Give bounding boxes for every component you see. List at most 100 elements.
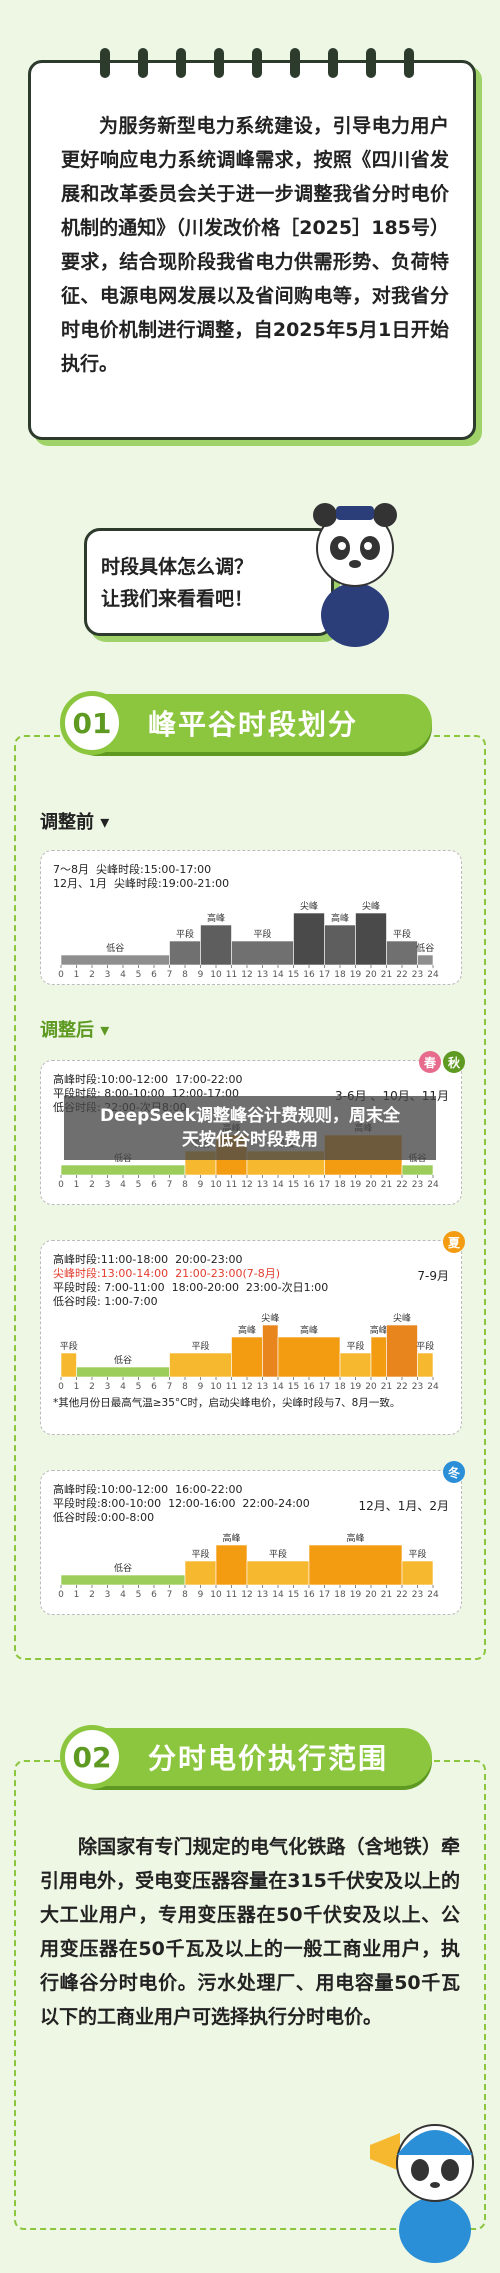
hour-label: 9 (198, 970, 204, 980)
period-bar (60, 954, 170, 966)
level-label: 平段 (346, 1340, 364, 1352)
hour-label: 22 (396, 1590, 407, 1600)
hour-label: 21 (381, 1382, 392, 1392)
period-bar (386, 940, 418, 966)
period-bar (262, 1324, 279, 1378)
period-bar (401, 1164, 434, 1176)
level-label: 高峰 (207, 912, 225, 924)
hour-label: 15 (288, 1180, 299, 1190)
intro-card: 为服务新型电力系统建设，引导电力用户更好响应电力系统调峰需求，按照《四川省发展和… (28, 60, 476, 440)
hour-label: 23 (412, 1590, 423, 1600)
hour-label: 1 (74, 1382, 80, 1392)
hour-label: 13 (257, 1180, 268, 1190)
hour-label: 8 (182, 970, 188, 980)
bubble-line: 时段具体怎么调？ (101, 556, 254, 578)
hour-label: 6 (151, 1180, 157, 1190)
hour-label: 7 (167, 1590, 173, 1600)
note: *其他月份日最高气温≥35°C时，启动尖峰电价，尖峰时段与7、8月一致。 (53, 1397, 401, 1409)
hour-label: 6 (151, 1590, 157, 1600)
hour-label: 4 (120, 970, 126, 980)
hour-label: 14 (272, 1382, 284, 1392)
hour-label: 16 (303, 1180, 315, 1190)
hour-label: 13 (257, 1382, 268, 1392)
level-label: 尖峰 (393, 1312, 411, 1324)
hour-label: 4 (120, 1180, 126, 1190)
hour-label: 17 (319, 970, 330, 980)
legend-line: 尖峰时段:13:00-14:00 21:00-23:00(7-8月) (53, 1267, 280, 1280)
hour-label: 3 (105, 1590, 111, 1600)
chart-box: 高峰时段:10:00-12:00 16:00-22:00 平段时段:8:00-10… (40, 1461, 465, 1615)
level-label: 平段 (416, 1340, 434, 1352)
legend-line: 高峰时段:10:00-12:00 16:00-22:00 (53, 1483, 243, 1496)
rings (100, 48, 420, 78)
hour-label: 9 (198, 1180, 204, 1190)
hour-label: 1 (74, 1590, 80, 1600)
hour-label: 17 (319, 1590, 330, 1600)
mascot (370, 2124, 474, 2263)
level-label: 平段 (176, 928, 194, 940)
hour-label: 20 (365, 1180, 377, 1190)
section-title: 分时电价执行范围 (148, 1742, 389, 1775)
chart-box: 高峰时段:11:00-18:00 20:00-23:00 尖峰时段:13:00-1… (40, 1231, 465, 1435)
period-bar (231, 940, 294, 966)
hour-label: 14 (272, 970, 284, 980)
section-title: 峰平谷时段划分 (148, 708, 359, 741)
hour-label: 15 (288, 970, 299, 980)
level-label: 高峰 (331, 912, 349, 924)
chart-legend: 高峰时段:11:00-18:00 20:00-23:00 尖峰时段:13:00-1… (53, 1253, 328, 1309)
hour-label: 17 (319, 1180, 330, 1190)
period-bar (215, 1544, 248, 1586)
hour-label: 16 (303, 1590, 315, 1600)
hour-label: 14 (272, 1180, 284, 1190)
period-bar (417, 954, 434, 966)
ring (366, 48, 376, 78)
level-label: 高峰 (238, 1324, 256, 1336)
period-bar (339, 1352, 372, 1378)
label-text: 调整后 (40, 1020, 94, 1041)
hour-label: 22 (396, 970, 407, 980)
chart-box: 7～8月 尖峰时段:15:00-17:00 12月、1月 尖峰时段:19:00-2… (40, 850, 462, 985)
level-label: 平段 (253, 928, 271, 940)
hour-label: 21 (381, 970, 392, 980)
hour-label: 21 (381, 1180, 392, 1190)
level-label: 平段 (393, 928, 411, 940)
legend-line: 低谷时段: 1:00-7:00 (53, 1295, 158, 1308)
hour-label: 24 (427, 1180, 439, 1190)
hour-label: 3 (105, 970, 111, 980)
period-bar (277, 1336, 341, 1378)
period-bar (417, 1352, 434, 1378)
hour-label: 23 (412, 970, 423, 980)
ring (176, 48, 186, 78)
chart-legend: 7～8月 尖峰时段:15:00-17:00 12月、1月 尖峰时段:19:00-2… (53, 863, 229, 891)
hour-label: 2 (89, 1590, 95, 1600)
hour-label: 0 (58, 970, 64, 980)
level-label: 平段 (408, 1548, 426, 1560)
level-label: 尖峰 (261, 1312, 279, 1324)
period-bar (308, 1544, 403, 1586)
level-label: 低谷 (416, 942, 434, 954)
period-bar (169, 940, 201, 966)
season-badge: 夏 (443, 1231, 465, 1253)
ring (290, 48, 300, 78)
legend-line: 平段时段: 7:00-11:00 18:00-20:00 23:00-次日1:0… (53, 1281, 329, 1294)
hour-label: 7 (167, 970, 173, 980)
label-text: 调整前 (40, 812, 94, 833)
hour-label: 7 (167, 1180, 173, 1190)
level-label: 高峰 (222, 1532, 240, 1544)
hour-label: 16 (303, 970, 315, 980)
ring (328, 48, 338, 78)
hour-label: 2 (89, 970, 95, 980)
level-label: 低谷 (114, 1354, 132, 1366)
season-badge: 秋 (443, 1051, 465, 1073)
period-bar (293, 912, 325, 966)
hour-label: 12 (241, 1180, 252, 1190)
hour-label: 24 (427, 1382, 439, 1392)
hour-label: 10 (210, 1590, 222, 1600)
hour-label: 20 (365, 1590, 377, 1600)
period-bar (324, 924, 356, 966)
hour-label: 0 (58, 1590, 64, 1600)
section1-header: 01 峰平谷时段划分 (60, 691, 432, 755)
hour-label: 12 (241, 1382, 252, 1392)
hour-label: 11 (226, 970, 237, 980)
